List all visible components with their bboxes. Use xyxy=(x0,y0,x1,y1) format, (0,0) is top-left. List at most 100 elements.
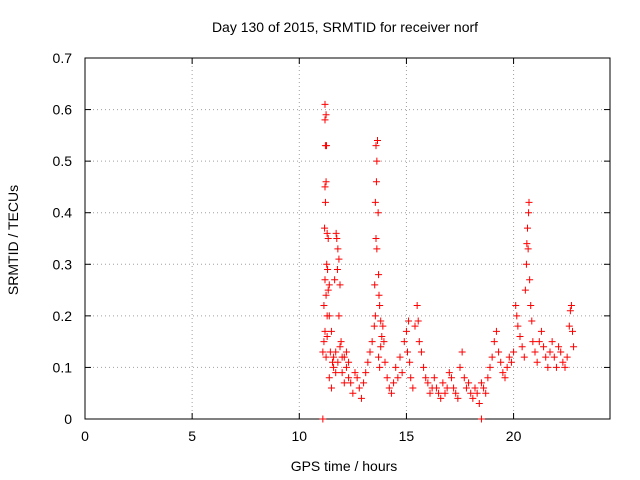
data-point xyxy=(385,384,393,392)
data-point xyxy=(407,374,415,382)
data-point xyxy=(411,322,419,330)
data-point xyxy=(330,353,338,361)
data-point xyxy=(488,353,496,361)
tick-labels: 0 0.1 0.2 0.3 0.4 0.5 0.6 0.7 0 5 10 15 20 xyxy=(53,50,522,444)
data-point xyxy=(527,302,535,310)
data-point xyxy=(357,394,365,402)
data-point xyxy=(432,384,440,392)
data-point xyxy=(383,374,391,382)
data-point xyxy=(567,302,575,310)
y-tick-label: 0.7 xyxy=(53,50,73,66)
data-point xyxy=(570,343,578,351)
data-point xyxy=(323,142,330,150)
data-point xyxy=(322,353,330,361)
data-point xyxy=(322,291,330,299)
data-point xyxy=(394,374,402,382)
data-point xyxy=(471,384,479,392)
data-point xyxy=(321,100,329,108)
data-point xyxy=(376,302,384,310)
data-point xyxy=(375,353,383,361)
data-point xyxy=(495,348,503,356)
data-point xyxy=(333,265,341,273)
data-point xyxy=(514,322,522,330)
data-point xyxy=(387,389,395,397)
data-point xyxy=(404,348,411,356)
data-point xyxy=(533,358,541,366)
data-point xyxy=(377,343,385,351)
data-point xyxy=(535,338,543,346)
data-point xyxy=(324,235,332,242)
data-point xyxy=(321,116,329,124)
data-point xyxy=(327,327,335,335)
data-point xyxy=(477,379,485,387)
data-point xyxy=(337,338,345,346)
data-point xyxy=(420,363,428,371)
data-point xyxy=(477,415,485,423)
data-point xyxy=(340,353,348,361)
y-tick-label: 0.6 xyxy=(53,102,73,118)
data-point xyxy=(322,111,330,119)
data-point xyxy=(507,358,515,366)
data-point xyxy=(526,276,534,284)
data-point xyxy=(398,369,406,377)
data-point xyxy=(353,374,361,382)
data-point xyxy=(336,281,344,289)
data-point xyxy=(333,235,341,242)
data-point xyxy=(327,384,335,392)
data-point xyxy=(557,348,565,356)
data-point xyxy=(513,312,521,320)
data-point xyxy=(368,338,376,346)
data-point xyxy=(484,374,492,382)
data-point xyxy=(323,229,331,237)
data-point xyxy=(454,394,462,402)
data-point xyxy=(390,379,398,387)
data-point xyxy=(512,302,520,310)
data-point xyxy=(525,209,533,217)
data-point xyxy=(320,302,328,310)
plot-frame xyxy=(84,57,611,420)
data-point xyxy=(380,338,388,346)
x-tick-label: 0 xyxy=(81,428,89,444)
data-point xyxy=(465,379,473,387)
data-point xyxy=(521,286,529,294)
data-point xyxy=(516,332,524,340)
data-point xyxy=(499,369,507,377)
data-point xyxy=(373,245,381,253)
data-point xyxy=(458,348,466,356)
x-tick-label: 20 xyxy=(506,428,522,444)
data-point xyxy=(379,322,387,330)
data-point xyxy=(335,255,343,263)
data-point xyxy=(319,348,327,356)
data-point xyxy=(520,353,528,361)
data-point xyxy=(528,317,536,325)
data-points xyxy=(319,100,578,423)
data-point xyxy=(475,400,483,408)
data-point xyxy=(377,317,385,325)
axis-ticks xyxy=(84,57,610,420)
data-point xyxy=(415,338,423,346)
data-point xyxy=(355,384,363,392)
data-point xyxy=(325,312,333,320)
data-point xyxy=(374,209,382,217)
data-point xyxy=(529,338,537,346)
data-point xyxy=(430,374,438,382)
data-point xyxy=(373,157,381,165)
data-point xyxy=(345,358,353,366)
y-tick-label: 0.5 xyxy=(53,153,73,169)
data-point xyxy=(334,358,342,366)
data-point xyxy=(372,142,380,150)
data-point xyxy=(406,358,414,366)
data-point xyxy=(402,327,410,335)
data-point xyxy=(336,343,344,351)
data-point xyxy=(347,379,355,387)
data-point xyxy=(452,389,460,397)
data-point xyxy=(371,198,379,206)
data-point xyxy=(321,276,329,284)
y-tick-label: 0.1 xyxy=(53,359,73,375)
data-point xyxy=(375,291,383,299)
data-point xyxy=(563,353,571,361)
data-point xyxy=(323,260,331,268)
data-point xyxy=(490,338,498,346)
grid-lines xyxy=(85,58,610,419)
data-point xyxy=(332,348,340,356)
